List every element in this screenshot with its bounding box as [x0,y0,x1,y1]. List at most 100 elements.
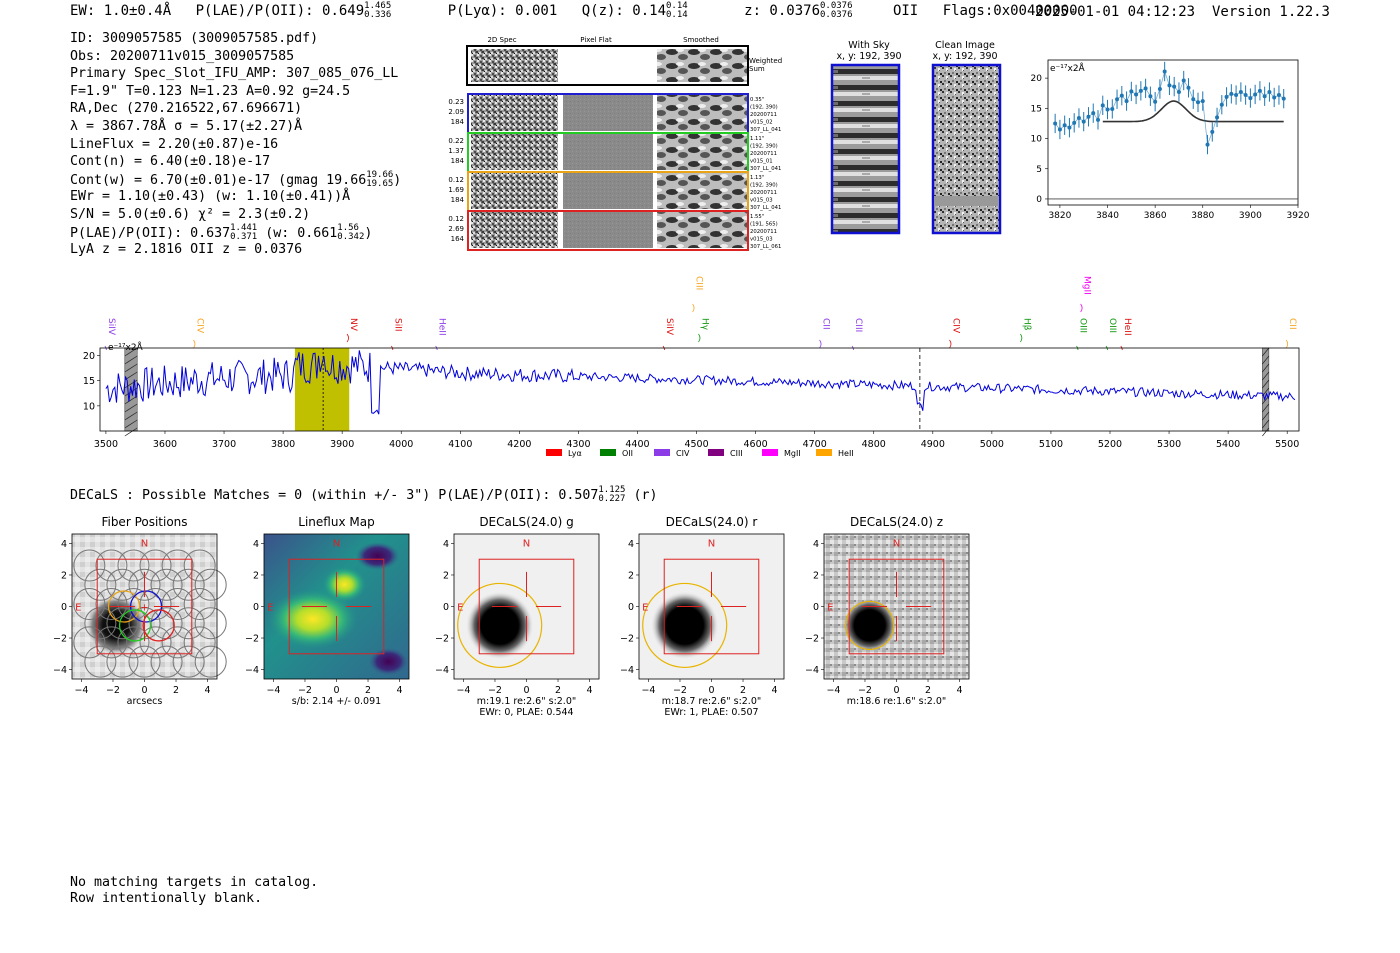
line-label-bracket [193,339,196,349]
x-tick-label: 3840 [1096,211,1119,221]
row-right-info: (191, 565) [750,222,778,228]
thumb-image [824,534,969,679]
spec-2d-panel: 2D Spec Pixel Flat Smoothed Weighted Sum… [448,36,782,251]
x-tick-label: 4300 [566,439,590,450]
x-tick-label: 3700 [212,439,236,450]
footer-line-2: Row intentionally blank. [70,890,263,906]
search-box [288,558,385,655]
info-lya: LyA z = 2.1816 OII z = 0.0376 [70,242,303,258]
flags-value: Flags:0x00400000 [942,3,1078,19]
data-point [1072,120,1077,125]
x-tick-label: 4600 [744,439,768,450]
legend-swatch [546,449,562,456]
legend-item-mgii: MgII [762,449,801,458]
fiber-circle [161,549,194,582]
y-tick-label: 2 [813,570,819,581]
x-tick-label: 4 [772,685,778,696]
row-right-info: 307_LL_061 [750,244,781,250]
data-point [1176,90,1181,95]
spec-row-4: 0.12 2.69 164 1.55" (191, 565)20200711 v015_0… [448,210,781,251]
line-label-text: CIII [694,276,704,290]
x-tick-label: 0 [708,685,714,696]
model-fit-line [1102,100,1284,123]
row-left-stat: 0.23 [448,98,464,106]
data-point [1253,92,1258,97]
data-point [1181,78,1186,83]
y-tick-label: −4 [805,665,819,676]
data-point [1134,92,1139,97]
data-point [1200,99,1205,104]
fiber-circle [106,607,139,640]
smoothed-cutout [657,212,747,248]
info-obs: Obs: 20200711v015_3009057585 [70,48,295,64]
x-tick-label: 4 [397,685,403,696]
data-point [1138,88,1143,93]
x-tick-label: 3880 [1191,211,1214,221]
y-tick-label: 15 [1031,104,1042,114]
y-tick-label: 0 [253,602,259,613]
masked-hatch [124,419,138,429]
x-tick-label: 5400 [1216,439,1240,450]
x-tick-label: 3920 [1287,211,1310,221]
x-tick-label: −4 [74,685,88,696]
line-label-text: SiIV [664,318,674,336]
thumb-caption: s/b: 2.14 +/- 0.091 [292,696,381,707]
line-label-heii: HeII [435,318,447,350]
row-right-info: 20200711 [750,229,777,235]
line-label-bracket [1080,303,1083,313]
qz-value: Q(z): 0.140.14 0.14 [581,1,688,20]
weighted-sum-label-2: Sum [749,65,765,73]
row-right-info: 1.55" [750,214,764,220]
x-tick-label: −4 [641,685,655,696]
info-contw: Cont(w) = 6.70(±0.01)e-17 (gmag 19.6619.… [70,169,402,189]
row-right-info: 307_LL_041 [750,205,781,211]
row-right-info: 0.35" [750,97,764,103]
fiber-circle [84,607,117,640]
spec-row-1: 0.23 2.09 184 0.35" (192, 390)20200711 v015_0… [448,93,781,134]
x-tick-label: 3800 [271,439,295,450]
y-tick-label: −4 [53,665,67,676]
y-tick-label: 0 [1036,195,1042,205]
fiber-circle [194,607,227,640]
line-label-bracket [346,333,349,343]
masked-hatch [124,347,138,357]
pixel-flat-cutout [563,95,653,131]
data-point [1067,125,1072,130]
data-point [1062,123,1067,128]
fiber-circle [95,549,128,582]
data-point [1086,114,1091,119]
data-point [1053,121,1058,126]
x-tick-label: 5500 [1275,439,1299,450]
header-timestamp: 2025-01-01 04:12:23 Version 1.22.3 [1035,4,1330,20]
y-tick-label: 4 [443,539,449,550]
row-right-info: 20200711 [750,190,777,196]
line-label-text: CII [1287,318,1297,330]
masked-hatch [1262,371,1270,381]
line-label-bracket [1285,339,1289,349]
legend-swatch [708,449,724,456]
fiber-circle [172,607,205,640]
line-label-text: Hγ [700,318,710,331]
x-tick-label: −2 [488,685,502,696]
x-tick-label: −2 [298,685,312,696]
col-title-smoothed: Smoothed [683,36,719,44]
spec-row-frame [467,210,749,251]
legend-swatch [654,449,670,456]
search-box [663,558,760,655]
smoothed-cutout [657,95,747,131]
masked-hatch [1262,403,1270,413]
y-tick-label: 20 [83,351,95,362]
row-right-info: 307_LL_041 [750,166,781,172]
x-tick-label: 3900 [1239,211,1262,221]
y-tick-label: 0 [628,602,634,613]
y-tick-label: 2 [61,570,67,581]
line-legend: Lyα OII CIV CIII MgII HeII [546,449,854,458]
line-label-text: OIII [1078,318,1088,333]
row-right-info: v015_02 [750,120,773,126]
sky-cutouts: With Sky x, y: 192, 390 Clean Image x, y… [830,40,1002,235]
fiber-circle [139,626,172,659]
x-tick-label: 5000 [980,439,1004,450]
x-tick-label: −4 [456,685,470,696]
legend-item-ciii: CIII [708,449,743,458]
legend-item-civ: CIV [654,449,690,458]
